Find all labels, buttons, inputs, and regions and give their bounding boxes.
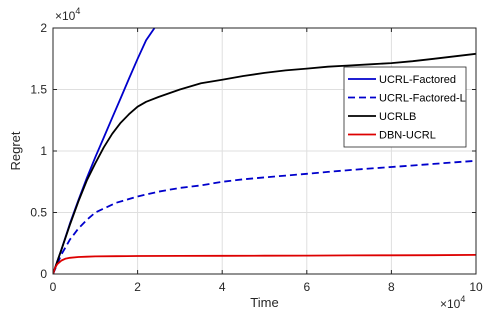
series-line-ucrl-factored-l [53, 159, 476, 274]
series-layer [53, 28, 476, 274]
y-axis-multiplier: ×104 [55, 6, 80, 23]
series-line-ucrlb [53, 52, 476, 274]
y-tick-label: 0 [40, 267, 47, 281]
y-tick-label: 2 [40, 21, 47, 35]
x-tick-label: 0 [50, 280, 57, 294]
x-axis-multiplier: ×104 [440, 294, 465, 311]
legend-entry-label: DBN-UCRL [379, 130, 436, 142]
x-tick-label: 2 [134, 280, 141, 294]
axis-ticks: 0 2 4 6 8 10 0 0.5 1 1.5 2 [30, 21, 483, 294]
legend-entry-label: UCRL-Factored-L [379, 93, 466, 105]
x-axis-label: Time [250, 295, 278, 310]
series-line-dbn-ucrl [53, 254, 476, 274]
x-tick-label: 10 [469, 280, 483, 294]
legend: UCRL-Factored UCRL-Factored-L UCRLB DBN-UCR… [343, 66, 467, 148]
grid-lines [52, 27, 477, 275]
x-tick-label: 4 [219, 280, 226, 294]
legend-entry-label: UCRL-Factored [379, 74, 456, 86]
y-tick-label: 1 [40, 144, 47, 158]
x-tick-label: 8 [388, 280, 395, 294]
legend-entry-label: UCRLB [379, 111, 416, 123]
x-tick-label: 6 [303, 280, 310, 294]
y-tick-label: 1.5 [30, 83, 47, 97]
y-tick-label: 0.5 [30, 206, 47, 220]
y-axis-label: Regret [8, 131, 23, 170]
